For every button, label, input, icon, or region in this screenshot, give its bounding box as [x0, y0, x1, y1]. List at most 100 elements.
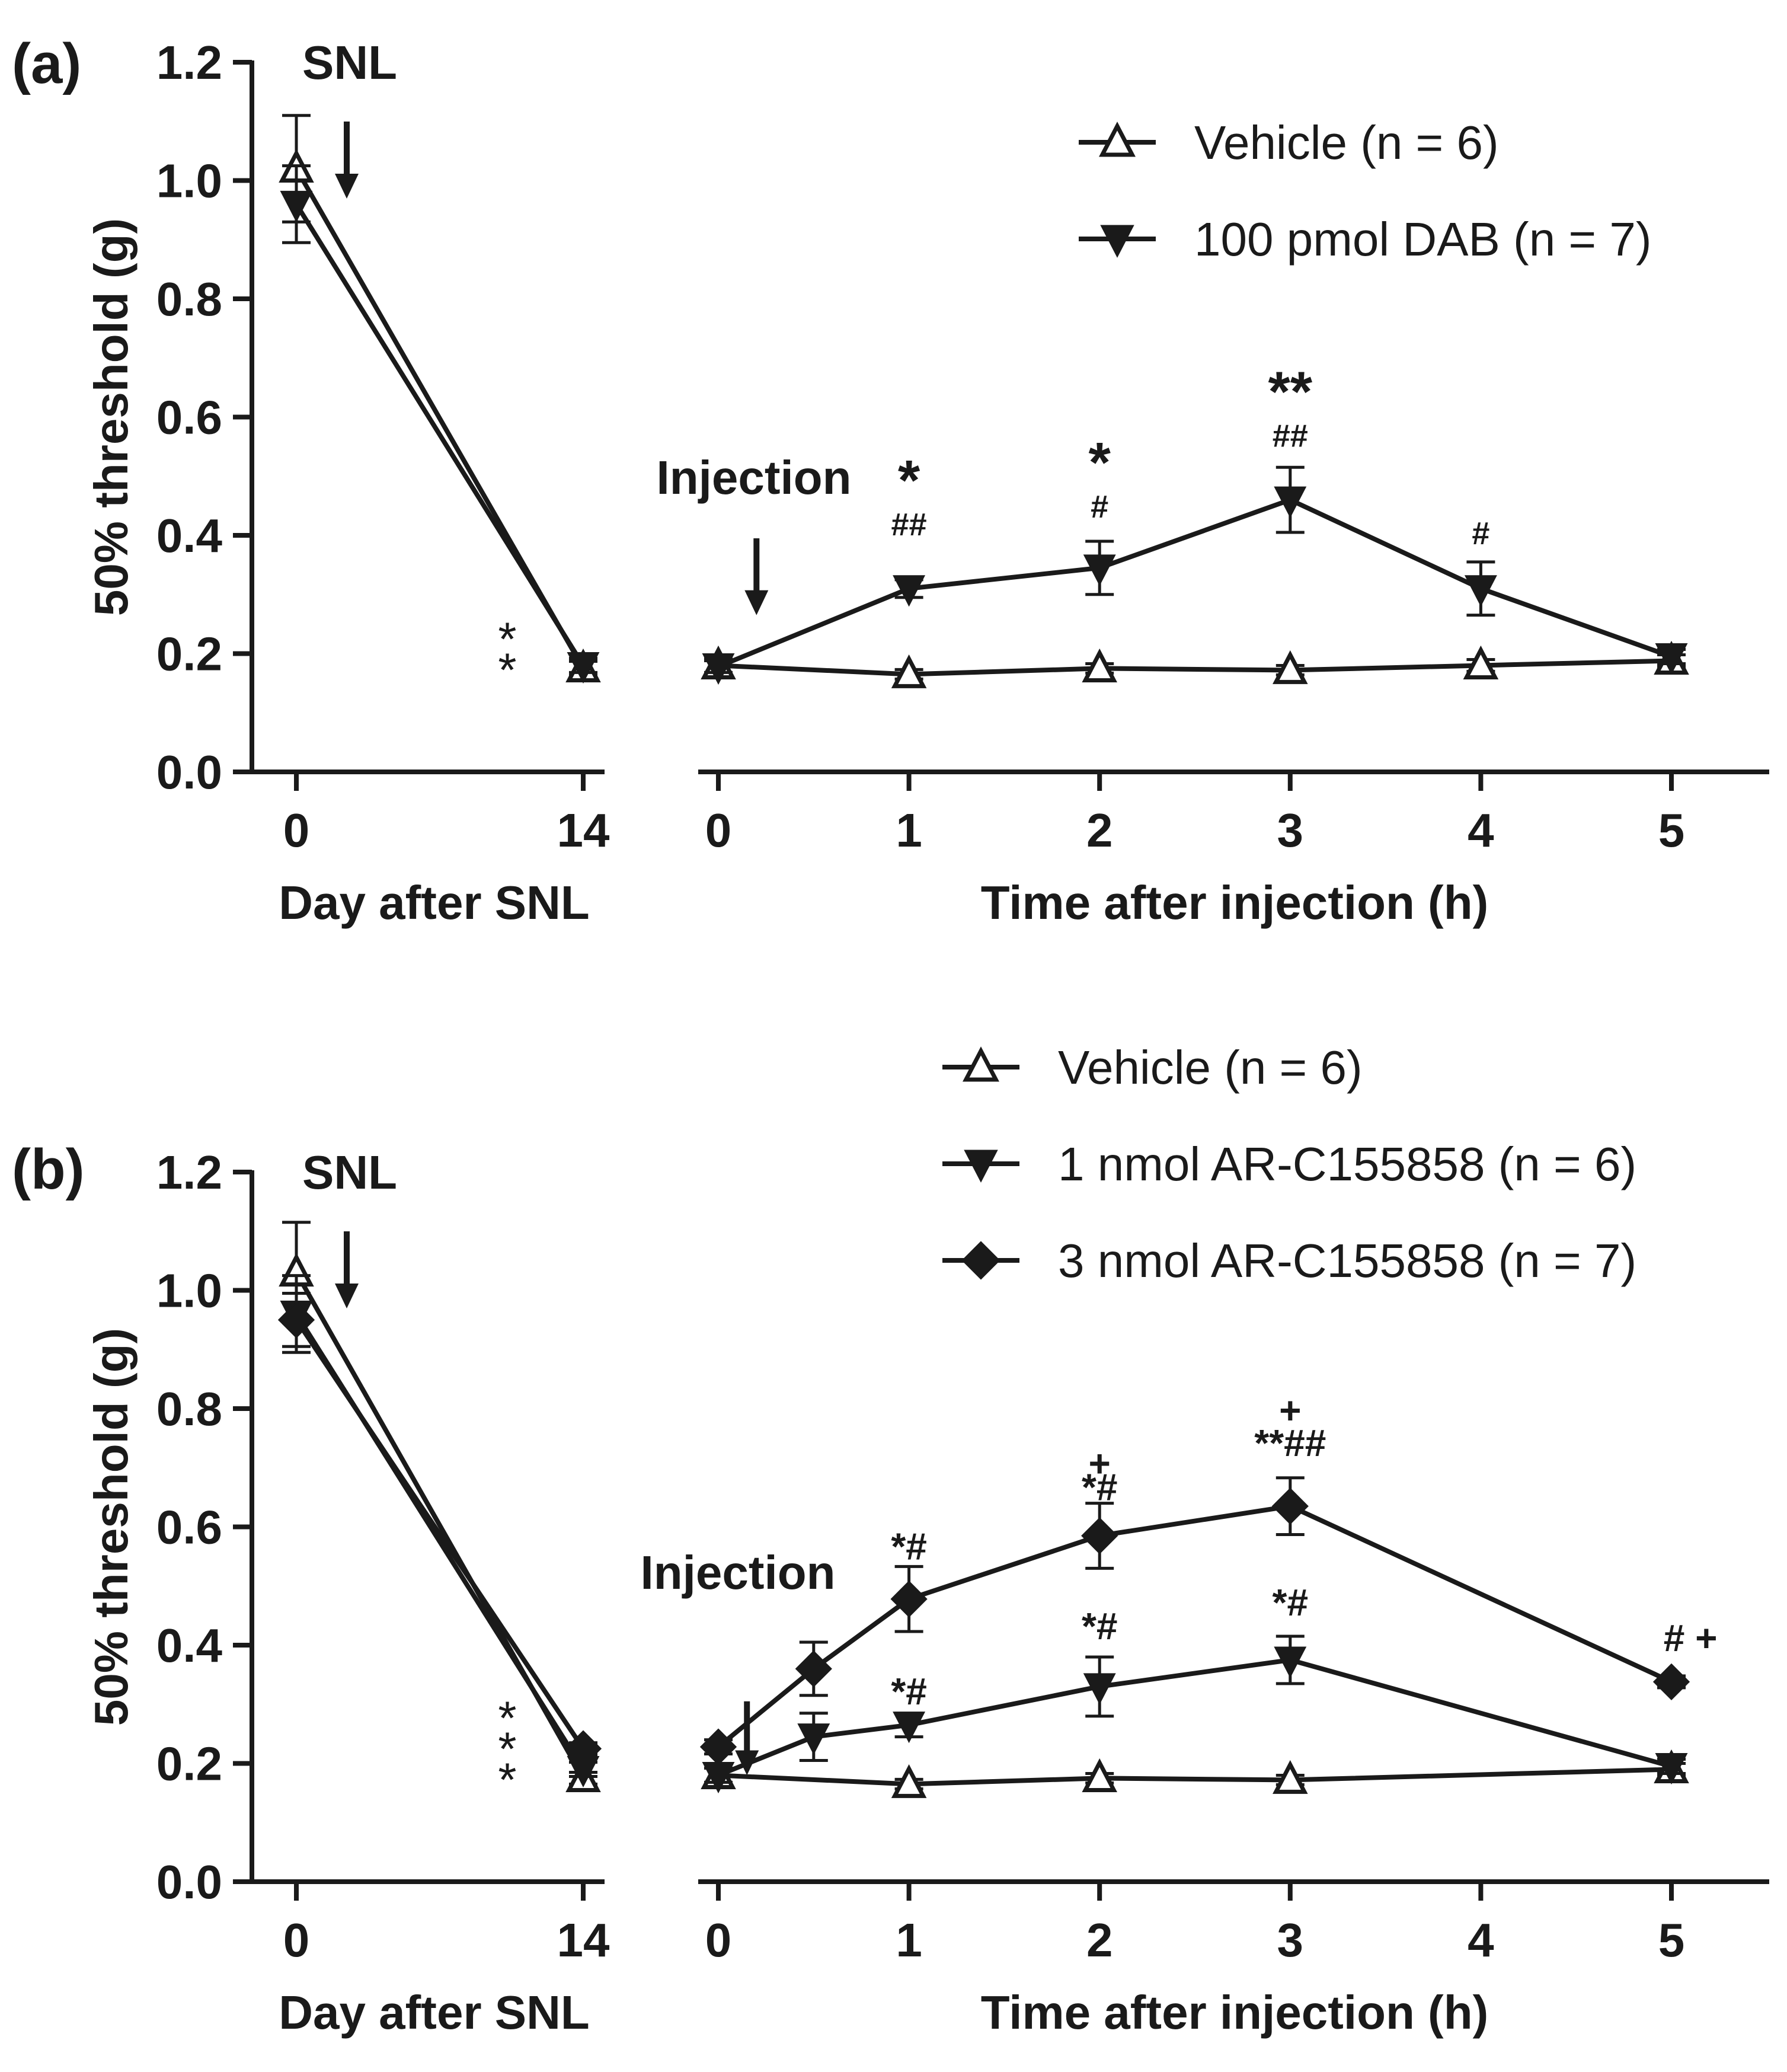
- significance-annotation: * * *: [498, 1691, 516, 1806]
- data-point: [1083, 554, 1116, 586]
- data-point: [564, 1730, 602, 1767]
- data-point: [1463, 645, 1499, 679]
- x-tick-label-baseline: 0: [283, 804, 310, 857]
- x-axis-label-time: Time after injection (h): [981, 876, 1488, 929]
- data-point: [891, 1764, 927, 1798]
- baseline-series-0: [279, 1221, 601, 1792]
- significance-annotation: #: [1472, 516, 1489, 551]
- data-point: [1655, 1752, 1688, 1785]
- x-tick-label-time: 5: [1658, 1914, 1685, 1966]
- y-tick-label: 0.8: [156, 1383, 222, 1435]
- y-axis-label: 50% threshold (g): [85, 1328, 138, 1726]
- snl-arrow-icon-head: [335, 174, 359, 199]
- significance-annotation: **: [1268, 360, 1312, 424]
- data-point: [702, 653, 735, 685]
- significance-annotation: ##: [1273, 418, 1308, 454]
- significance-annotation: *: [1089, 431, 1111, 494]
- legend-label: 3 nmol AR-C155858 (n = 7): [1058, 1234, 1636, 1287]
- legend-label: 1 nmol AR-C155858 (n = 6): [1058, 1138, 1636, 1190]
- data-point: [890, 1581, 928, 1618]
- snl-arrow-icon: [335, 122, 359, 199]
- x-tick-label-time: 0: [705, 804, 732, 857]
- baseline-series-line: [294, 203, 586, 667]
- panel-label: (b): [12, 1138, 85, 1201]
- y-axis-label: 50% threshold (g): [85, 218, 138, 616]
- data-point: [891, 654, 927, 688]
- data-point: [893, 575, 926, 607]
- data-point: [1274, 1646, 1307, 1678]
- baseline-series-line: [294, 1318, 586, 1750]
- legend-label: Vehicle (n = 6): [1058, 1041, 1363, 1094]
- significance-annotation: *#: [891, 1525, 927, 1567]
- data-point: [795, 1650, 832, 1688]
- legend-entry-1: 100 pmol DAB (n = 7): [1079, 213, 1651, 266]
- data-point: [1082, 1758, 1117, 1792]
- x-tick-label-time: 3: [1277, 1914, 1304, 1966]
- baseline-series-1: [280, 164, 600, 684]
- significance-annotation: ##: [891, 507, 927, 542]
- x-tick-label-time: 5: [1658, 804, 1685, 857]
- data-point: [893, 1712, 926, 1744]
- legend-entry-0: Vehicle (n = 6): [1079, 116, 1499, 169]
- significance-annotation: **: [498, 612, 516, 696]
- baseline-series-0: [279, 114, 601, 682]
- injection-arrow-label: Injection: [657, 451, 852, 504]
- time-series-1: [702, 465, 1688, 685]
- x-tick-label-baseline: 0: [283, 1914, 310, 1966]
- data-point: [277, 1301, 315, 1339]
- y-tick-label: 1.0: [156, 155, 222, 207]
- significance-star: *: [498, 1753, 516, 1806]
- time-series-line: [717, 1657, 1673, 1778]
- legend-marker-icon: [963, 1046, 999, 1082]
- legend-label: Vehicle (n = 6): [1194, 116, 1499, 169]
- y-tick-label: 1.0: [156, 1265, 222, 1317]
- baseline-significance-stars: * *: [498, 612, 516, 696]
- x-tick-label-time: 0: [705, 1914, 732, 1966]
- y-tick-label: 0.0: [156, 746, 222, 799]
- x-tick-label-time: 4: [1468, 1914, 1494, 1966]
- chart-panel-b: (b) 50% threshold (g) 0.0 0.2 0.4 0.6 0.8 1.0 1.…: [12, 1041, 1769, 2039]
- time-series-1: [702, 1634, 1688, 1794]
- y-tick-label: 0.8: [156, 273, 222, 325]
- significance-annotation: *: [898, 449, 920, 512]
- legend-marker-icon: [1100, 225, 1134, 258]
- data-point: [699, 1728, 737, 1765]
- significance-annotation: *#: [891, 1670, 927, 1713]
- legend: Vehicle (n = 6) 100 pmol DAB (n = 7): [1079, 116, 1651, 266]
- snl-arrow-icon: [335, 1231, 359, 1308]
- y-tick-label: 0.4: [156, 1619, 223, 1672]
- injection-arrow-label: Injection: [641, 1546, 836, 1599]
- significance-star: *: [498, 1691, 516, 1744]
- y-tick-label: 1.2: [156, 36, 222, 89]
- time-series-2: [699, 1476, 1690, 1765]
- y-tick-label: 1.2: [156, 1146, 222, 1199]
- panel-label: (a): [12, 32, 81, 95]
- legend-label: 100 pmol DAB (n = 7): [1194, 213, 1651, 266]
- x-tick-label-time: 2: [1086, 804, 1113, 857]
- x-axis-label-baseline: Day after SNL: [279, 1986, 590, 2039]
- legend-entry-0: Vehicle (n = 6): [942, 1041, 1363, 1094]
- data-point: [1082, 648, 1117, 682]
- time-series-line: [718, 658, 1672, 677]
- data-point: [1273, 650, 1308, 684]
- chart-panel-a: (a) 50% threshold (g) 0.0 0.2 0.4 0.6 0.8 1.0 1.…: [12, 32, 1769, 929]
- x-tick-label-time: 2: [1086, 1914, 1113, 1966]
- baseline-significance-stars: * * *: [498, 1691, 516, 1806]
- legend-entry-1: 1 nmol AR-C155858 (n = 6): [942, 1138, 1636, 1190]
- significance-star: *: [498, 643, 516, 696]
- data-point: [1273, 1760, 1308, 1794]
- legend-marker-icon: [1099, 122, 1136, 157]
- legend-entry-2: 3 nmol AR-C155858 (n = 7): [942, 1234, 1636, 1287]
- y-tick-label: 0.2: [156, 628, 222, 681]
- significance-star: *: [498, 1722, 516, 1775]
- snl-arrow-label: SNL: [302, 36, 397, 89]
- time-series-line: [718, 1767, 1672, 1787]
- baseline-series-2: [277, 1291, 602, 1767]
- injection-arrow-icon-head: [744, 590, 769, 615]
- data-point: [1081, 1517, 1118, 1554]
- data-point: [1652, 1663, 1690, 1700]
- significance-annotation: **##: [1254, 1422, 1326, 1464]
- significance-annotation: *#: [1273, 1581, 1309, 1624]
- time-series-line: [717, 1503, 1673, 1749]
